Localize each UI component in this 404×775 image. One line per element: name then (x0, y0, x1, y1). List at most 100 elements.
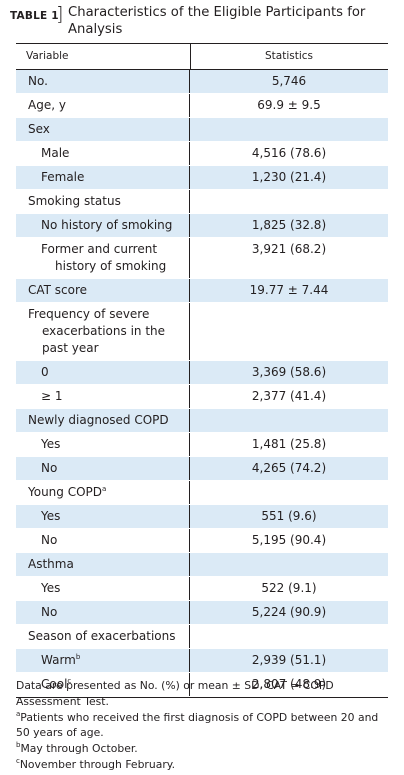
table-row: Warmb 2,939 (51.1) (16, 649, 388, 673)
footnote-marker: a (102, 485, 107, 493)
table-bottom-rule (16, 697, 388, 698)
row-label: No. (16, 70, 190, 93)
row-label-line: Former and current (41, 242, 158, 256)
row-label: Yes (16, 433, 190, 456)
row-label-line: history of smoking (55, 259, 167, 273)
table-row: Coolc 2,807 (48.9) (16, 673, 388, 697)
table-row: No. 5,746 (16, 70, 388, 94)
row-value (190, 625, 388, 648)
row-label: Male (16, 142, 190, 165)
row-label: Yes (16, 505, 190, 528)
row-value: 3,369 (58.6) (251, 365, 327, 379)
table-title: TABLE 1 ] Characteristics of the Eligibl… (10, 3, 402, 42)
table-row: Smoking status (16, 190, 388, 214)
table-title-text: Characteristics of the Eligible Particip… (68, 5, 366, 37)
footnote-main: Data are presented as No. (%) or mean ± … (16, 679, 334, 708)
footnote-b: bMay through October. (16, 741, 392, 757)
table-label: TABLE 1 (10, 10, 59, 22)
row-value: 2,939 (51.1) (251, 653, 327, 667)
row-label: Age, y (16, 94, 190, 117)
row-label-line: Frequency of severe (28, 307, 150, 321)
row-value: 69.9 ± 9.5 (257, 98, 321, 112)
table-row: No history of smoking 1,825 (32.8) (16, 214, 388, 238)
header-statistics: Statistics (265, 50, 313, 62)
row-label: Former and current history of smoking (16, 238, 190, 278)
row-label-line: exacerbations in the (42, 324, 166, 338)
table-row: Season of exacerbations (16, 625, 388, 649)
header-variable-cell: Variable (16, 44, 191, 69)
table-row: Newly diagnosed COPD (16, 409, 388, 433)
row-label: No history of smoking (16, 214, 190, 237)
table-header: Variable Statistics (16, 43, 388, 70)
row-value (190, 409, 388, 432)
row-label: No (16, 601, 190, 624)
row-label: CAT score (16, 279, 190, 302)
row-label: Warmb (16, 649, 190, 672)
row-label: Yes (16, 577, 190, 600)
footnote-a-marker: a (16, 709, 21, 718)
row-label: Smoking status (16, 190, 190, 213)
row-label: Frequency of severe exacerbations in the… (16, 303, 190, 360)
table-row: Yes 1,481 (25.8) (16, 433, 388, 457)
row-label: 0 (16, 361, 190, 384)
header-variable: Variable (26, 50, 69, 62)
row-value: 5,224 (90.9) (251, 605, 327, 619)
row-value: 551 (9.6) (261, 509, 317, 523)
row-label: ≥ 1 (16, 385, 190, 408)
table-footnotes: Data are presented as No. (%) or mean ± … (16, 678, 392, 773)
row-label-text: Cool (41, 677, 68, 691)
characteristics-table: Variable Statistics No. 5,746 Age, y 69.… (16, 43, 388, 698)
row-label-text: Young COPD (28, 485, 103, 499)
footnote-marker: c (67, 677, 72, 685)
table-row: Asthma (16, 553, 388, 577)
row-label: Asthma (16, 553, 190, 576)
row-value: 3,921 (68.2) (251, 242, 327, 256)
footnote-c-text: November through February. (19, 757, 176, 771)
row-value: 1,230 (21.4) (251, 170, 327, 184)
row-value: 5,195 (90.4) (251, 533, 327, 547)
table-row: Young COPDa (16, 481, 388, 505)
footnote-c: cNovember through February. (16, 757, 392, 773)
table-row: Former and current history of smoking 3,… (16, 238, 388, 279)
row-label: Newly diagnosed COPD (16, 409, 190, 432)
table-row: Age, y 69.9 ± 9.5 (16, 94, 388, 118)
row-value: 4,516 (78.6) (251, 146, 327, 160)
row-value: 4,265 (74.2) (251, 461, 327, 475)
row-value: 2,807 (48.9) (251, 677, 327, 691)
row-label: No (16, 457, 190, 480)
footnote-b-text: May through October. (20, 742, 138, 756)
footnote-a-text: Patients who received the first diagnosi… (16, 710, 379, 740)
row-value (190, 553, 388, 576)
row-label: Sex (16, 118, 190, 141)
footnote-b-marker: b (16, 741, 21, 750)
footnote-a: aPatients who received the first diagnos… (16, 710, 392, 742)
table-row: 0 3,369 (58.6) (16, 361, 388, 385)
table-row: Female 1,230 (21.4) (16, 166, 388, 190)
footnote-c-marker: c (16, 756, 20, 765)
row-label: Coolc (16, 673, 190, 696)
row-label: No (16, 529, 190, 552)
table-row: No 4,265 (74.2) (16, 457, 388, 481)
row-value: 5,746 (271, 74, 307, 88)
row-value (190, 481, 388, 504)
row-value: 522 (9.1) (261, 581, 317, 595)
footnote-marker: b (75, 653, 81, 661)
row-label: Female (16, 166, 190, 189)
row-label-text: Warm (41, 653, 76, 667)
table-row: Sex (16, 118, 388, 142)
title-bracket: ] (56, 3, 64, 25)
table-row: Frequency of severe exacerbations in the… (16, 303, 388, 361)
table-row: Yes 551 (9.6) (16, 505, 388, 529)
row-label: Season of exacerbations (16, 625, 190, 648)
row-value: 1,481 (25.8) (251, 437, 327, 451)
table-row: No 5,195 (90.4) (16, 529, 388, 553)
row-value: 19.77 ± 7.44 (249, 283, 329, 297)
table-row: Yes 522 (9.1) (16, 577, 388, 601)
row-value: 2,377 (41.4) (251, 389, 327, 403)
row-value (190, 303, 388, 360)
table-row: ≥ 1 2,377 (41.4) (16, 385, 388, 409)
row-label-line: past year (42, 341, 99, 355)
table-row: No 5,224 (90.9) (16, 601, 388, 625)
table-row: CAT score 19.77 ± 7.44 (16, 279, 388, 303)
